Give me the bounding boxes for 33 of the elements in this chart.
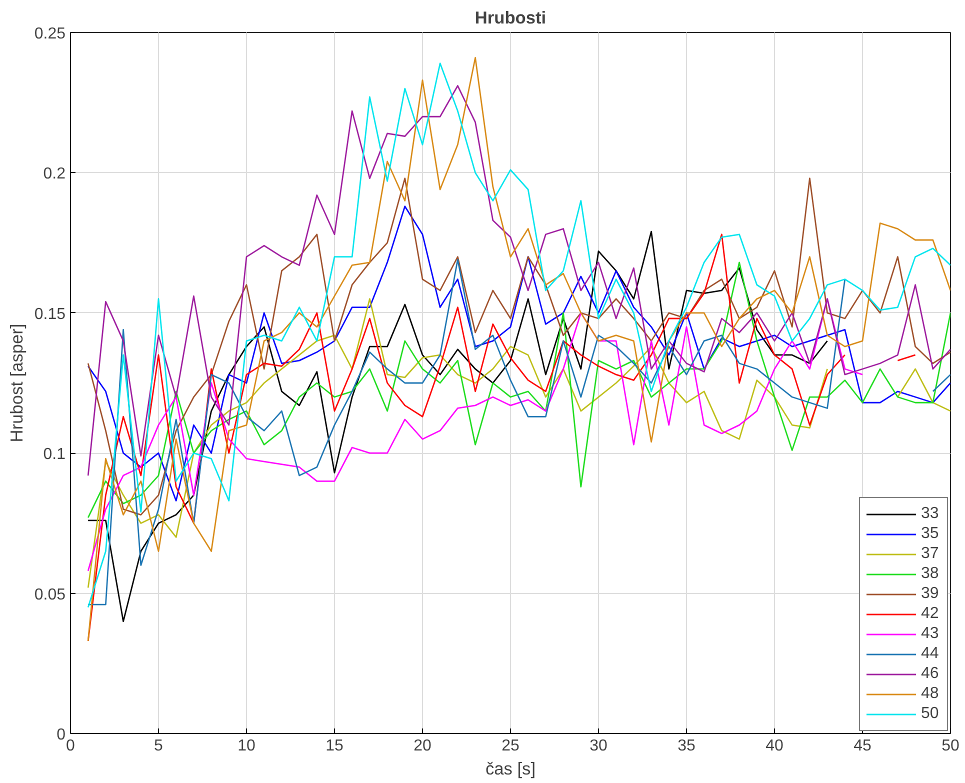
y-tick-label: 0 <box>56 726 66 744</box>
legend-label: 38 <box>921 565 940 583</box>
line-series <box>87 262 950 518</box>
line-series <box>87 85 950 476</box>
y-tick-label: 0.1 <box>43 446 66 464</box>
x-tick-label: 50 <box>942 738 960 754</box>
x-tick-label: 5 <box>154 738 164 754</box>
legend-label: 37 <box>921 545 940 563</box>
x-axis-title: čas [s] <box>485 758 536 778</box>
legend-label: 48 <box>921 685 940 703</box>
legend-label: 50 <box>921 705 940 723</box>
legend-label: 39 <box>921 585 940 603</box>
x-tick-label: 45 <box>854 738 872 754</box>
legend-label: 42 <box>921 605 940 623</box>
legend-label: 35 <box>921 525 940 543</box>
legend-label: 44 <box>921 645 940 663</box>
y-tick-label: 0.2 <box>43 166 66 183</box>
x-tick-label: 10 <box>238 738 256 754</box>
legend-label: 33 <box>921 505 940 523</box>
x-tick-label: 30 <box>590 738 608 754</box>
x-tick-label: 25 <box>502 738 520 754</box>
chart-title: Hrubosti <box>474 8 546 28</box>
y-tick-label: 0.25 <box>34 26 66 42</box>
line-series <box>87 230 828 622</box>
x-tick-label: 20 <box>414 738 432 754</box>
x-tick-label: 15 <box>326 738 344 754</box>
legend-label: 43 <box>921 625 940 643</box>
y-axis-title: Hrubost [asper] <box>6 324 26 442</box>
y-tick-label: 0.15 <box>34 306 66 323</box>
x-tick-label: 35 <box>678 738 696 754</box>
x-tick-label: 40 <box>766 738 784 754</box>
legend-label: 46 <box>921 665 940 683</box>
y-tick-label: 0.05 <box>34 586 66 604</box>
